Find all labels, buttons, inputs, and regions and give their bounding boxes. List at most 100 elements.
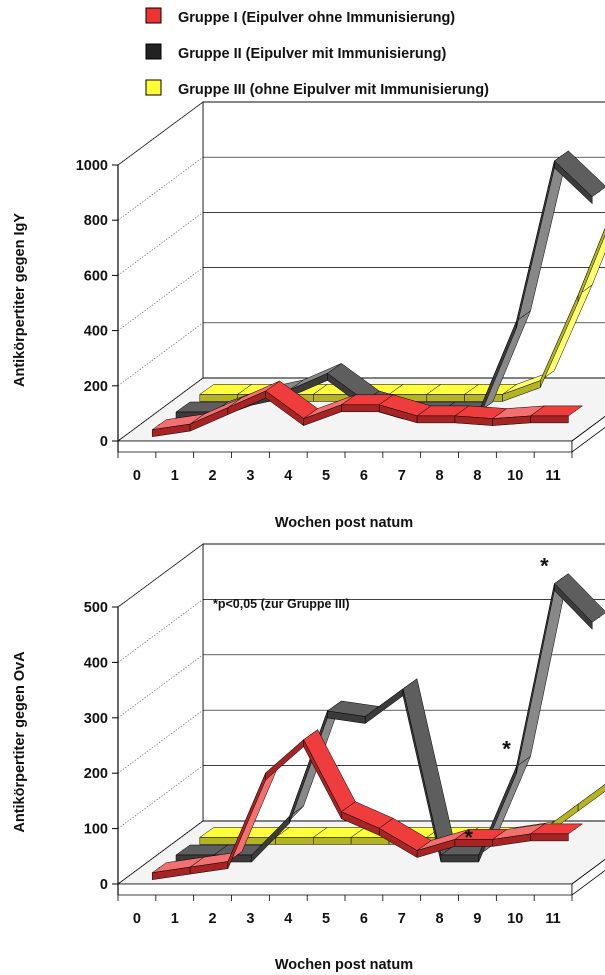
data-point [295,810,298,812]
x-tick-label: 6 [360,468,368,484]
data-point [508,388,511,390]
x-tick-label: 4 [284,911,292,927]
data-point [560,577,562,580]
data-point [196,418,198,420]
data-point [461,833,463,836]
y-axis-label: Antikörpertiter gegen OvA [12,651,28,833]
x-tick-label: 5 [322,911,330,927]
legend-swatch-gruppe-iii [145,79,162,96]
y-tick-label: 0 [100,434,108,450]
y-tick-label: 0 [100,877,108,893]
data-point [385,822,387,824]
gridline-side [117,156,204,221]
gridline-side [117,543,204,608]
ribbon-edge [341,404,380,413]
ribbon-edge [416,415,456,424]
data-point [347,399,349,401]
chart-ova: Antikörpertiter gegen OvA Wochen post na… [12,543,605,973]
x-tick-label: 8 [473,468,481,484]
x-tick-label: 10 [507,911,523,927]
y-tick-label: 600 [84,268,108,284]
ribbon-edge [554,583,593,630]
y-tick-label: 300 [84,711,108,727]
x-tick-label: 3 [246,468,254,484]
floor-edge-front [117,440,573,453]
data-point [385,399,387,401]
x-tick-label: 2 [209,468,217,484]
ribbon-edge [350,837,390,845]
y-axis-label: Antikörpertiter gegen IgY [12,213,28,387]
ribbon-edge [275,837,314,845]
x-tick-label: 11 [545,911,560,927]
y-tick-label: 800 [84,213,108,229]
x-tick-label: 0 [133,911,141,927]
x-tick-label: 3 [246,911,254,927]
data-point [409,683,411,685]
data-point [196,861,198,863]
data-point [357,831,359,833]
y-tick-label: 500 [84,600,108,616]
ribbon-edge [426,394,465,402]
significance-asterisk: * [464,825,473,850]
gridline-side [117,765,204,829]
data-point [319,831,321,833]
significance-asterisk: * [502,736,511,761]
legend-label-gruppe-ii: Gruppe II (Eipulver mit Immunisierung) [178,46,446,62]
data-point [536,828,539,830]
y-tick-label: 200 [84,379,108,395]
x-axis-label: Wochen post natum [275,957,413,973]
significance-note: *p<0,05 (zur Gruppe III) [213,597,350,611]
gridline-side [117,267,204,331]
y-tick-label: 100 [84,822,108,838]
data-point [333,705,335,707]
ribbon-edge [530,833,569,842]
ribbon-edge [313,837,352,845]
data-point [522,760,525,762]
y-tick-label: 200 [84,766,108,782]
data-point [206,388,208,390]
x-tick-label: 1 [171,468,179,484]
ribbon-edge [530,415,569,424]
data-point [182,406,184,408]
x-tick-label: 5 [322,468,330,484]
x-tick-label: 1 [171,911,179,927]
data-point [281,831,284,833]
y-tick-label: 400 [84,655,108,671]
chart-frame [112,543,605,901]
ribbon-edge [554,160,593,204]
x-tick-label: 10 [507,468,523,484]
data-point [234,855,236,858]
x-tick-label: 6 [360,911,368,927]
gridline-side [117,322,204,387]
gridline-side [117,377,204,442]
x-tick-label: 2 [209,911,217,927]
data-point [395,388,397,390]
x-axis-label: Wochen post natum [275,515,413,531]
data-point [234,401,236,404]
legend-label-gruppe-iii: Gruppe III (ohne Eipulver mit Immunisier… [178,82,489,98]
data-point [499,833,501,836]
data-point [244,388,246,390]
floor-edge-side [571,416,605,453]
x-tick-label: 7 [398,911,406,927]
data-point [522,315,525,317]
data-point [272,767,274,769]
data-point [295,384,298,386]
significance-asterisk: * [540,554,549,579]
gridline-side [117,101,204,166]
data-point [333,367,335,369]
legend: Gruppe I (Eipulver ohne Immunisierung) G… [145,7,489,98]
series-gruppe-i-eipulver-ohne-immunisierung [151,729,583,880]
x-tick-label: 11 [545,468,560,484]
x-tick-label: 0 [133,468,141,484]
data-point [158,867,160,869]
ribbon-edge [199,837,238,845]
data-point [499,413,501,415]
data-point [471,388,473,390]
series-gruppe-i-eipulver-ohne-immunisierung [151,380,583,437]
data-point [309,734,312,736]
data-point [423,844,425,847]
x-tick-label: 4 [284,468,292,484]
data-point [546,374,548,377]
